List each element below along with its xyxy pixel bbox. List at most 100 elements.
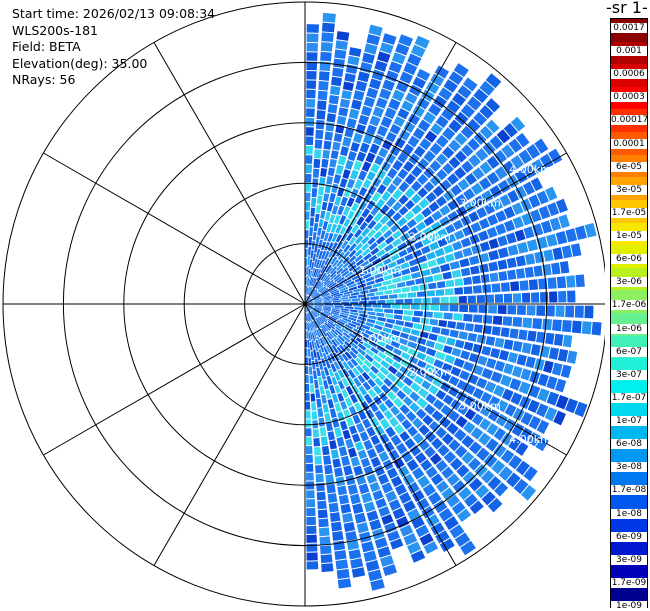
ray-bin [318,377,323,386]
ray-bin [369,288,378,293]
ray-bin [313,159,320,168]
ray-bin [306,464,313,472]
ray-bin [487,227,498,238]
ray-bin [366,34,380,45]
ray-bin [306,473,314,481]
ray-bin [459,305,468,312]
ray-bin [445,253,455,262]
ray-bin [366,152,376,163]
ray-bin [309,367,313,375]
ray-bin [358,115,369,126]
ray-bin [500,375,512,387]
ray-bin [353,304,362,307]
ray-bin [384,309,393,313]
ray-bin [355,513,367,524]
ray-bin [354,307,363,310]
ray-bin [401,268,410,275]
ray-bin [445,288,454,295]
ray-bin [427,259,437,267]
range-label: 2.00km [409,230,451,243]
ray-bin [397,282,406,288]
ray-bin [317,408,323,417]
ray-bin [413,298,421,303]
ray-bin [317,492,326,501]
ray-bin [320,536,331,545]
ray-bin [323,404,329,413]
ray-bin [421,305,430,311]
ray-bin [343,430,351,440]
ray-bin [443,313,452,320]
ray-bin [350,301,358,303]
ray-bin [450,296,458,303]
ray-bin [306,526,316,534]
ray-bin [460,350,470,359]
ray-bin [312,361,316,370]
colorbar-tick-label: 6e-06 [611,254,647,264]
ray-bin [342,513,353,523]
ray-bin [374,155,384,165]
ray-bin [306,455,313,463]
ray-bin [314,223,319,232]
ray-bin [305,249,307,257]
ray-bin [355,81,367,92]
ray-bin [473,315,483,323]
ray-bin [363,179,372,189]
ray-bin [330,408,337,418]
ray-bin [503,363,514,374]
ray-bin [488,262,498,272]
ray-bin [306,108,315,117]
ray-bin [329,193,336,203]
ray-bin [426,348,437,357]
ray-bin [362,161,372,172]
ray-bin [368,315,377,320]
ray-bin [575,226,587,240]
ray-bin [321,436,328,445]
ray-bin [321,563,333,572]
scan-info: Start time: 2026/02/13 09:08:34 WLS200s-… [12,6,215,89]
ray-bin [351,457,360,467]
ray-bin [328,431,335,440]
ray-bin [449,330,458,338]
ray-bin [459,296,467,303]
ray-bin [312,241,316,249]
ray-bin [314,447,321,456]
ray-bin [387,168,397,179]
ray-bin [313,438,320,446]
ray-bin [370,163,380,173]
ray-bin [331,150,339,159]
ray-bin [337,116,347,125]
ray-bin [354,179,363,189]
ray-bin [408,335,417,342]
ray-bin [318,91,328,100]
ray-bin [534,265,543,276]
ray-bin [312,188,318,197]
ray-bin [566,275,575,287]
ray-bin [309,375,313,383]
ray-bin [375,291,383,295]
ray-bin [337,486,347,496]
ray-bin [546,234,558,247]
ray-bin [426,340,435,348]
ray-bin [344,304,353,306]
ray-bin [543,249,553,261]
ray-bin [358,449,367,459]
ray-bin [306,193,311,201]
ray-bin [369,79,381,90]
ray-bin [411,272,421,279]
ray-bin [366,427,375,437]
ray-bin [323,141,331,150]
ray-bin [392,305,401,309]
ray-bin [366,560,380,572]
ray-bin [338,107,348,116]
ray-bin [319,418,325,427]
ray-bin [375,537,388,548]
ray-bin [329,440,337,449]
ray-bin [558,291,566,303]
ray-bin [348,484,358,495]
nrays-text: NRays: 56 [12,72,215,89]
ray-bin [352,433,361,442]
ray-bin [327,202,333,211]
ray-bin [404,322,413,328]
ray-bin [332,142,340,151]
